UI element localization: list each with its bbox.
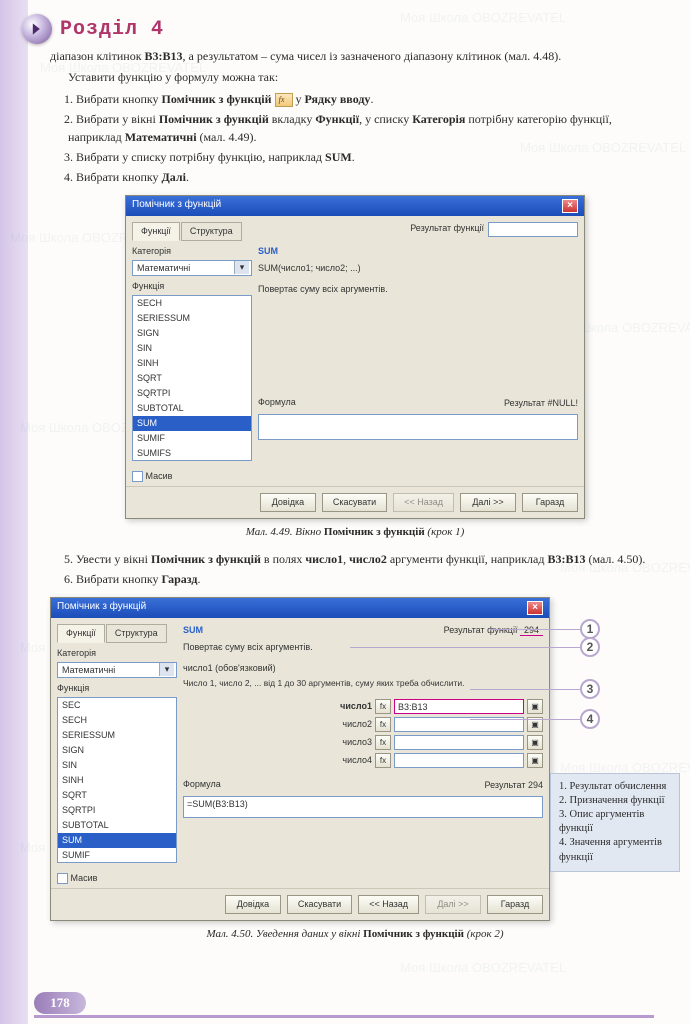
array-label: Масив [71,873,98,883]
close-icon[interactable]: × [562,199,578,213]
left-stripe [0,0,28,1024]
cancel-button[interactable]: Скасувати [287,895,352,914]
fx-icon: fx [275,93,293,107]
callout-1: 1 [580,619,600,639]
result2-value: #NULL! [547,398,578,408]
function-name: SUM [183,624,203,637]
callout-line [470,719,580,721]
result2-value: 294 [528,780,543,790]
formula-field[interactable]: =SUM(B3:B13) [183,796,543,818]
arg4-field[interactable] [394,753,524,768]
arg-title: число1 (обов'язковий) [183,662,543,675]
result-label: Результат функції [410,222,484,235]
button-row: Довідка Скасувати << Назад Далі >> Гараз… [126,486,584,518]
function-desc: Повертає суму всіх аргументів. [258,283,578,296]
fx-icon[interactable]: fx [375,735,391,750]
arg-desc: Число 1, число 2, ... від 1 до 30 аргуме… [183,677,543,689]
callout-4: 4 [580,709,600,729]
tab-functions[interactable]: Функції [57,624,105,643]
array-checkbox[interactable] [57,873,68,884]
category-label: Категорія [57,647,177,660]
tab-functions[interactable]: Функції [132,222,180,241]
function-syntax: SUM(число1; число2; ...) [258,262,578,275]
function-wizard-dialog-2: Помічник з функцій × Функції Структура К… [50,597,550,921]
ok-button[interactable]: Гаразд [522,493,578,512]
legend-box: 1. Результат обчислення 2. Призначення ф… [550,773,680,872]
function-name: SUM [258,245,578,258]
callout-line [470,689,580,691]
tabs: Функції Структура [57,624,177,643]
ok-button[interactable]: Гаразд [487,895,543,914]
next-button[interactable]: Далі >> [460,493,516,512]
titlebar: Помічник з функцій × [51,598,549,618]
function-wizard-dialog-1: Помічник з функцій × Функції Структура К… [125,195,585,519]
chapter-icon [22,14,52,44]
page-content: діапазон клітинок В3:В13, а результатом … [50,48,660,953]
fx-icon[interactable]: fx [375,753,391,768]
category-dropdown[interactable]: Математичні [57,662,177,678]
page-number: 178 [34,992,86,1014]
function-listbox[interactable]: SEC SECH SERIESSUM SIGN SIN SINH SQRT SQ… [57,697,177,863]
callout-2: 2 [580,637,600,657]
dialog-title: Помічник з функцій [132,198,221,213]
shrink-icon[interactable]: ▣ [527,699,543,714]
list-item: 6. Вибрати кнопку Гаразд. [50,571,660,588]
help-button[interactable]: Довідка [260,493,316,512]
result-field [488,222,578,237]
chapter-title: Розділ 4 [60,18,164,41]
function-label: Функція [132,280,252,293]
button-row: Довідка Скасувати << Назад Далі >> Гараз… [51,888,549,920]
array-checkbox[interactable] [132,471,143,482]
tab-structure[interactable]: Структура [106,624,167,643]
tab-structure[interactable]: Структура [181,222,242,241]
callout-line [490,629,580,631]
category-label: Категорія [132,245,252,258]
function-label: Функція [57,682,177,695]
paragraph: діапазон клітинок В3:В13, а результатом … [50,48,660,65]
cancel-button[interactable]: Скасувати [322,493,387,512]
list-item: 5. Увести у вікні Помічник з функцій в п… [50,551,660,568]
list-item: 1. Вибрати кнопку Помічник з функцій fx … [50,91,660,108]
paragraph: Уставити функцію у формулу можна так: [50,69,660,86]
shrink-icon[interactable]: ▣ [527,735,543,750]
category-dropdown[interactable]: Математичні [132,260,252,276]
back-button[interactable]: << Назад [393,493,454,512]
back-button[interactable]: << Назад [358,895,419,914]
callout-line [350,647,580,649]
formula-label: Формула [258,396,296,409]
function-listbox[interactable]: SECH SERIESSUM SIGN SIN SINH SQRT SQRTPI… [132,295,252,461]
result-value: 294 [520,625,543,636]
dialog-title: Помічник з функцій [57,600,146,615]
tabs: Функції Структура [132,222,252,241]
list-item: 3. Вибрати у списку потрібну функцію, на… [50,149,660,166]
bottom-bar [34,1015,654,1018]
array-label: Масив [146,471,173,481]
next-button[interactable]: Далі >> [425,895,481,914]
fx-icon[interactable]: fx [375,699,391,714]
list-item: 4. Вибрати кнопку Далі. [50,169,660,186]
figure-caption-1: Мал. 4.49. Вікно Помічник з функцій (кро… [50,525,660,541]
formula-field[interactable] [258,414,578,440]
chapter-header: Розділ 4 [22,14,164,44]
shrink-icon[interactable]: ▣ [527,753,543,768]
fx-icon[interactable]: fx [375,717,391,732]
close-icon[interactable]: × [527,601,543,615]
arg1-field[interactable]: B3:B13 [394,699,524,714]
help-button[interactable]: Довідка [225,895,281,914]
titlebar: Помічник з функцій × [126,196,584,216]
list-item: 2. Вибрати у вікні Помічник з функцій вк… [50,111,660,146]
callout-3: 3 [580,679,600,699]
arg3-field[interactable] [394,735,524,750]
figure-caption-2: Мал. 4.50. Уведення даних у вікні Помічн… [50,927,660,943]
